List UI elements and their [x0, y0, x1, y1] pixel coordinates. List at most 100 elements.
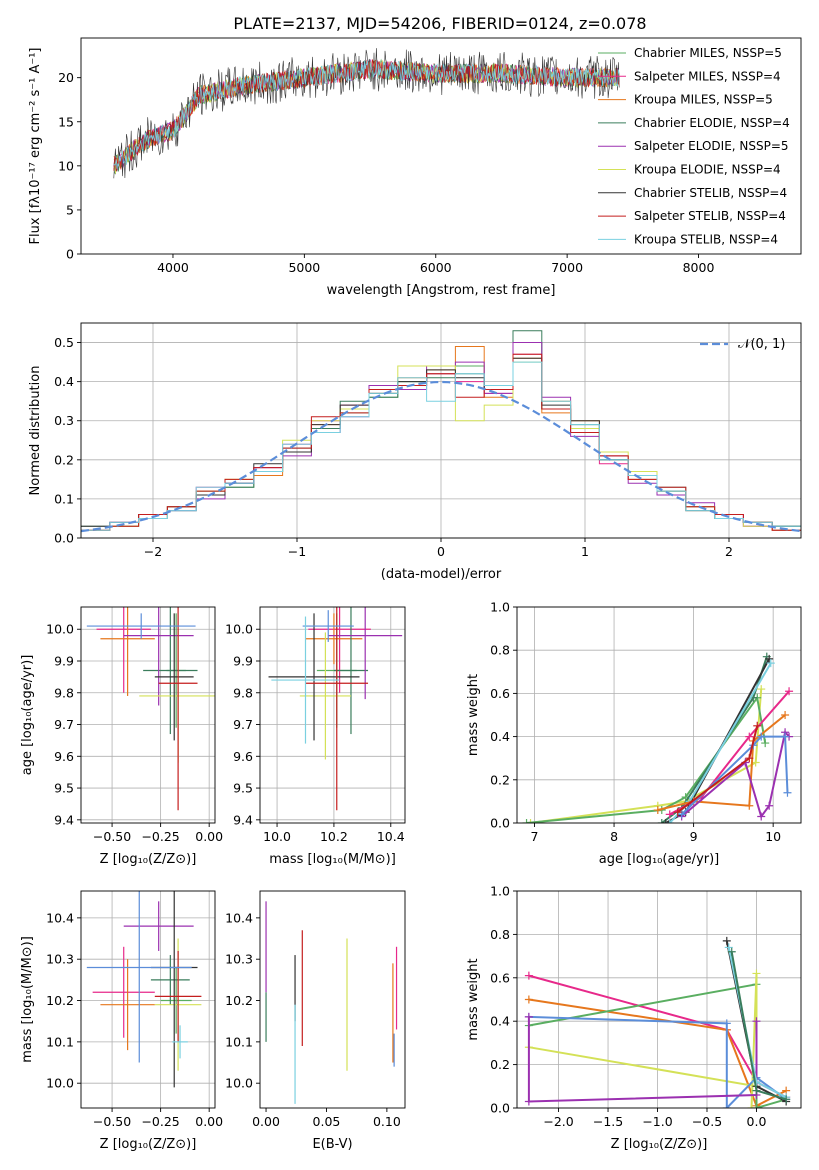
mass-weight-series-line	[530, 689, 763, 823]
y-tick-label: 10.0	[46, 622, 74, 637]
data-point-marker	[722, 1019, 731, 1028]
legend-label: Chabrier ELODIE, NSSP=4	[634, 116, 790, 130]
x-tick-label: 0.00	[195, 1114, 223, 1129]
age-vs-metallicity-panel: −0.50 −0.25 0.00 9.4 9.5 9.6 9.7 9.8 9.9 10.0 Z [l…	[20, 606, 223, 867]
x-tick-label: −1	[288, 544, 306, 559]
y-tick-label: 10.0	[225, 622, 253, 637]
mass-weight-series-line	[661, 656, 768, 823]
data-point-marker	[673, 808, 682, 817]
axes-frame	[259, 890, 406, 1109]
y-axis-label: mass weight	[466, 958, 481, 1040]
x-tick-label: 10.4	[377, 829, 405, 844]
legend-label: Kroupa ELODIE, NSSP=4	[634, 163, 781, 177]
y-tick-label: 0.5	[54, 335, 74, 350]
y-tick-label: 1.0	[490, 884, 510, 899]
y-tick-label: 10.4	[46, 910, 74, 925]
x-tick-label: −0.5	[692, 1114, 722, 1129]
x-tick-label: −2	[144, 544, 162, 559]
plot-area	[522, 652, 794, 823]
x-axis-label: (data-model)/error	[381, 567, 502, 582]
normal-reference-curve	[81, 380, 801, 533]
x-axis-label: E(B-V)	[312, 1137, 352, 1152]
data-point-marker	[747, 1104, 756, 1108]
y-tick-label: 0.4	[490, 729, 510, 744]
x-tick-label: −0.25	[141, 829, 179, 844]
y-tick-label: 9.5	[54, 781, 74, 796]
data-point-marker	[522, 819, 531, 823]
x-tick-label: −0.50	[93, 1114, 131, 1129]
y-tick-label: 20	[58, 70, 74, 85]
x-axis-label: Z [log₁₀(Z/Z⊙)]	[100, 852, 197, 867]
data-point-marker	[765, 801, 774, 810]
residual-histogram-panel: 𝒩(0, 1) −2 −1 0 1 2 0.0 0.1 0.2 0.3 0.4 0.5 (data-mo…	[28, 322, 802, 582]
x-axis-label: Z [log₁₀(Z/Z⊙)]	[100, 1137, 197, 1152]
legend: Chabrier MILES, NSSP=5 Salpeter MILES, NS…	[598, 46, 790, 246]
y-tick-label: 0.3	[54, 413, 74, 428]
x-tick-label: 0.00	[252, 1114, 280, 1129]
y-tick-label: 0.6	[490, 686, 510, 701]
mass-weight-series-line	[527, 1016, 758, 1103]
x-tick-label: 0	[437, 544, 445, 559]
x-tick-label: 0.00	[195, 829, 223, 844]
y-tick-label: 0.4	[54, 374, 74, 389]
spectrum-panel: Chabrier MILES, NSSP=5 Salpeter MILES, NS…	[28, 37, 802, 298]
age-vs-mass-panel: 10.0 10.2 10.4 9.4 9.5 9.6 9.7 9.8 9.9 10.0 mass […	[225, 606, 406, 867]
y-tick-label: 0.2	[54, 452, 74, 467]
y-tick-label: 10.1	[46, 1034, 74, 1049]
data-point-marker	[526, 819, 535, 823]
x-tick-label: 0.05	[313, 1114, 341, 1129]
data-point-marker	[781, 711, 790, 719]
plot-area	[113, 48, 620, 179]
data-point-marker	[765, 654, 774, 663]
y-tick-label: 5	[66, 202, 74, 217]
x-tick-label: 0.0	[747, 1114, 767, 1129]
x-axis-label: mass [log₁₀(M/M⊙)]	[269, 852, 396, 867]
x-tick-label: −1.0	[642, 1114, 672, 1129]
y-tick-label: 10.2	[46, 993, 74, 1008]
x-tick-label: −2.0	[543, 1114, 573, 1129]
legend-label: Kroupa MILES, NSSP=5	[634, 93, 773, 107]
data-point-marker	[752, 1086, 761, 1095]
x-axis-label: wavelength [Angstrom, rest frame]	[327, 283, 556, 298]
y-tick-label: 10.0	[46, 1076, 74, 1091]
data-point-marker	[757, 812, 766, 821]
mass-weight-series-line	[528, 973, 758, 1108]
plot-area	[81, 330, 801, 533]
mass-weight-vs-age-panel: 7 8 9 10 0.0 0.2 0.4 0.6 0.8 1.0 age [log₁₀(age/yr…	[466, 600, 802, 867]
data-point-marker	[751, 758, 760, 767]
y-axis-label: age [log₁₀(age/yr)]	[20, 655, 35, 776]
y-tick-label: 9.6	[54, 749, 74, 764]
y-tick-label: 9.8	[54, 685, 74, 700]
y-tick-label: 0.2	[490, 772, 510, 787]
y-tick-label: 9.9	[233, 654, 253, 669]
data-point-marker	[722, 1104, 731, 1108]
data-point-marker	[653, 806, 662, 815]
plot-area	[86, 607, 215, 811]
data-point-marker	[753, 721, 762, 730]
y-axis-label: mass [log₁₀(M/M⊙)]	[20, 936, 35, 1063]
data-point-marker	[661, 819, 670, 823]
y-tick-label: 9.7	[233, 717, 253, 732]
x-tick-label: 8000	[683, 260, 715, 275]
y-axis-label: Normed distribution	[28, 366, 43, 496]
x-tick-label: 0.10	[373, 1114, 401, 1129]
x-tick-label: 10.2	[320, 829, 348, 844]
data-point-marker	[657, 819, 666, 823]
x-tick-label: 6000	[420, 260, 452, 275]
axes-frame	[259, 606, 406, 824]
mass-weight-series-line	[528, 1015, 787, 1108]
legend-label: Chabrier MILES, NSSP=5	[634, 46, 782, 60]
mass-weight-series-line	[681, 730, 790, 819]
mass-vs-metallicity-panel: −0.50 −0.25 0.00 10.0 10.1 10.2 10.3 10.4 Z [log…	[20, 890, 223, 1152]
y-tick-label: 0.8	[490, 643, 510, 658]
data-point-marker	[745, 732, 754, 741]
data-point-marker	[781, 732, 790, 741]
y-tick-label: 0.0	[490, 1101, 510, 1116]
x-tick-label: 2	[725, 544, 733, 559]
y-tick-label: 10	[58, 158, 74, 173]
mass-weight-series-line	[528, 998, 787, 1108]
legend-label: 𝒩(0, 1)	[738, 337, 785, 352]
plot-area	[265, 901, 398, 1104]
x-tick-label: 8	[610, 829, 618, 844]
